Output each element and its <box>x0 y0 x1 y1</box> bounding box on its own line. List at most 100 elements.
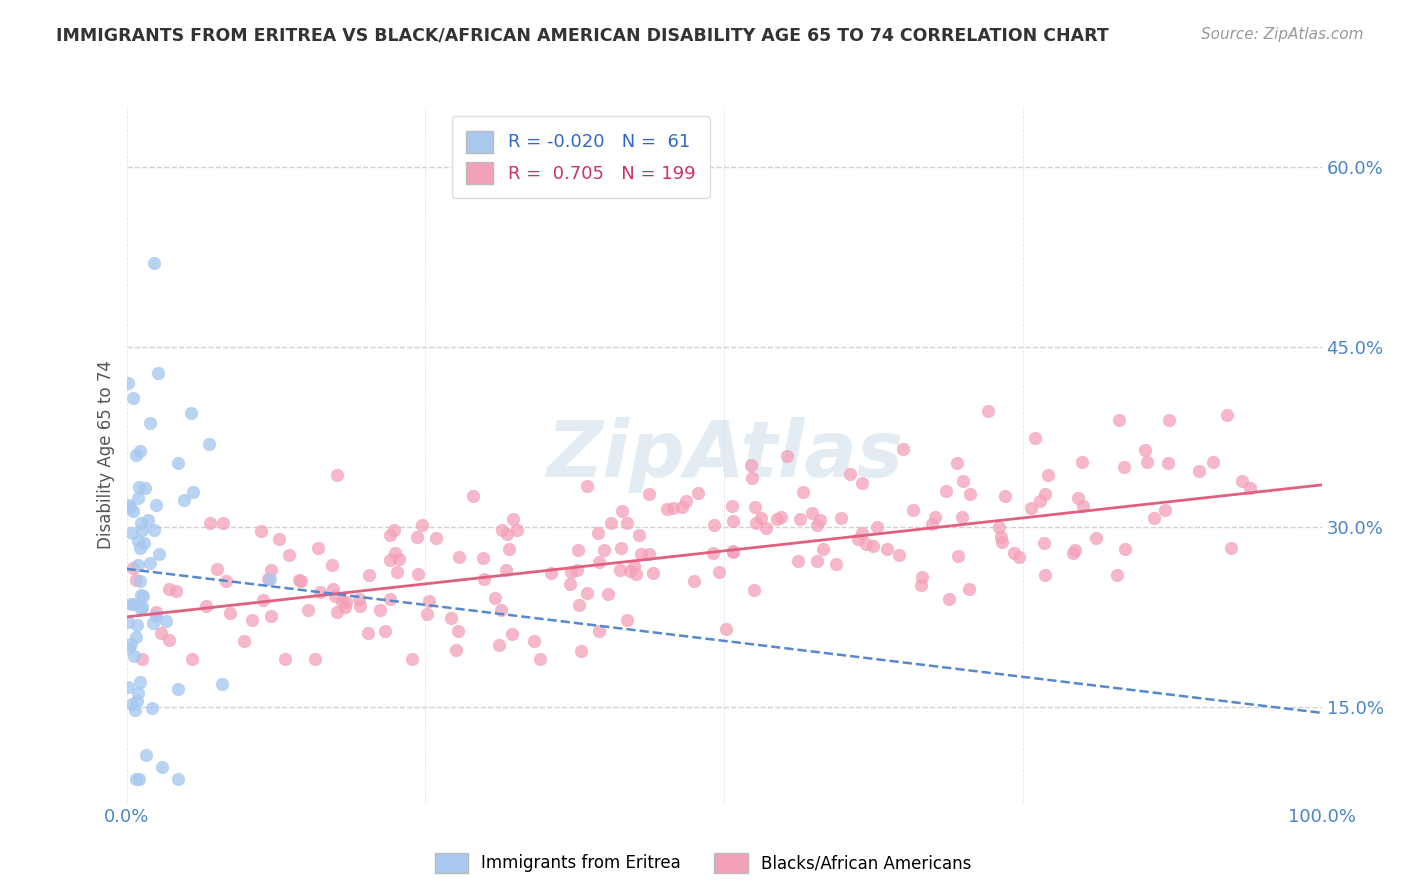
Point <box>744 500 766 514</box>
Point <box>131 523 153 537</box>
Point <box>887 548 910 562</box>
Point <box>374 624 396 639</box>
Point <box>1024 431 1046 445</box>
Point <box>145 498 167 512</box>
Point <box>136 513 159 527</box>
Point <box>686 486 709 500</box>
Point <box>1029 494 1052 508</box>
Point <box>128 772 150 786</box>
Point <box>411 518 433 533</box>
Point <box>173 492 195 507</box>
Point <box>157 633 180 648</box>
Point <box>357 625 380 640</box>
Point <box>862 540 884 554</box>
Point <box>830 511 852 525</box>
Point <box>218 606 240 620</box>
Point <box>721 514 744 528</box>
Point <box>952 474 974 488</box>
Point <box>484 591 506 606</box>
Point <box>347 591 370 606</box>
Point <box>444 643 467 657</box>
Point <box>1136 455 1159 469</box>
Point <box>991 534 1014 549</box>
Point <box>630 548 652 562</box>
Point <box>945 456 967 470</box>
Point <box>134 481 156 495</box>
Point <box>129 574 152 588</box>
Point <box>675 494 697 508</box>
Point <box>540 566 562 580</box>
Point <box>707 566 730 580</box>
Text: IMMIGRANTS FROM ERITREA VS BLACK/AFRICAN AMERICAN DISABILITY AGE 65 TO 74 CORREL: IMMIGRANTS FROM ERITREA VS BLACK/AFRICAN… <box>56 27 1109 45</box>
Point <box>146 367 169 381</box>
Point <box>128 533 150 548</box>
Point <box>215 574 238 589</box>
Point <box>157 582 180 597</box>
Legend: R = -0.020   N =  61, R =  0.705   N = 199: R = -0.020 N = 61, R = 0.705 N = 199 <box>451 116 710 198</box>
Point <box>1188 464 1211 478</box>
Point <box>993 489 1015 503</box>
Point <box>129 516 152 530</box>
Point <box>641 566 664 581</box>
Point <box>567 563 589 577</box>
Point <box>1202 455 1225 469</box>
Point <box>488 638 510 652</box>
Point <box>1114 541 1136 556</box>
Point <box>323 589 346 603</box>
Point <box>155 614 177 628</box>
Point <box>851 525 873 540</box>
Point <box>576 586 599 600</box>
Point <box>181 652 204 666</box>
Point <box>180 406 202 420</box>
Point <box>935 484 957 499</box>
Point <box>938 591 960 606</box>
Point <box>714 622 737 636</box>
Point <box>388 552 411 566</box>
Point <box>1239 481 1261 495</box>
Point <box>212 516 235 531</box>
Point <box>786 554 808 568</box>
Point <box>425 531 447 545</box>
Point <box>901 502 924 516</box>
Point <box>322 582 344 596</box>
Point <box>721 499 744 513</box>
Point <box>131 600 153 615</box>
Point <box>703 518 725 533</box>
Point <box>150 625 173 640</box>
Point <box>1062 545 1084 559</box>
Point <box>139 416 162 430</box>
Point <box>290 574 312 588</box>
Point <box>741 470 763 484</box>
Point <box>683 574 706 589</box>
Point <box>1002 545 1025 559</box>
Point <box>776 450 799 464</box>
Point <box>792 485 814 500</box>
Point <box>560 565 582 579</box>
Point <box>128 444 150 458</box>
Point <box>167 456 190 470</box>
Point <box>125 573 148 587</box>
Point <box>335 595 357 609</box>
Point <box>609 563 631 577</box>
Point <box>592 542 614 557</box>
Point <box>321 558 343 572</box>
Point <box>131 588 153 602</box>
Point <box>408 566 430 581</box>
Point <box>586 525 609 540</box>
Point <box>838 467 860 482</box>
Point <box>502 512 524 526</box>
Point <box>946 549 969 564</box>
Point <box>990 530 1012 544</box>
Point <box>307 541 329 555</box>
Point <box>195 599 218 613</box>
Point <box>335 599 357 614</box>
Point <box>495 563 517 577</box>
Point <box>825 557 848 571</box>
Point <box>117 498 139 512</box>
Point <box>662 500 685 515</box>
Point <box>749 511 772 525</box>
Point <box>624 566 647 581</box>
Point <box>1019 500 1042 515</box>
Point <box>359 567 381 582</box>
Point <box>806 554 828 568</box>
